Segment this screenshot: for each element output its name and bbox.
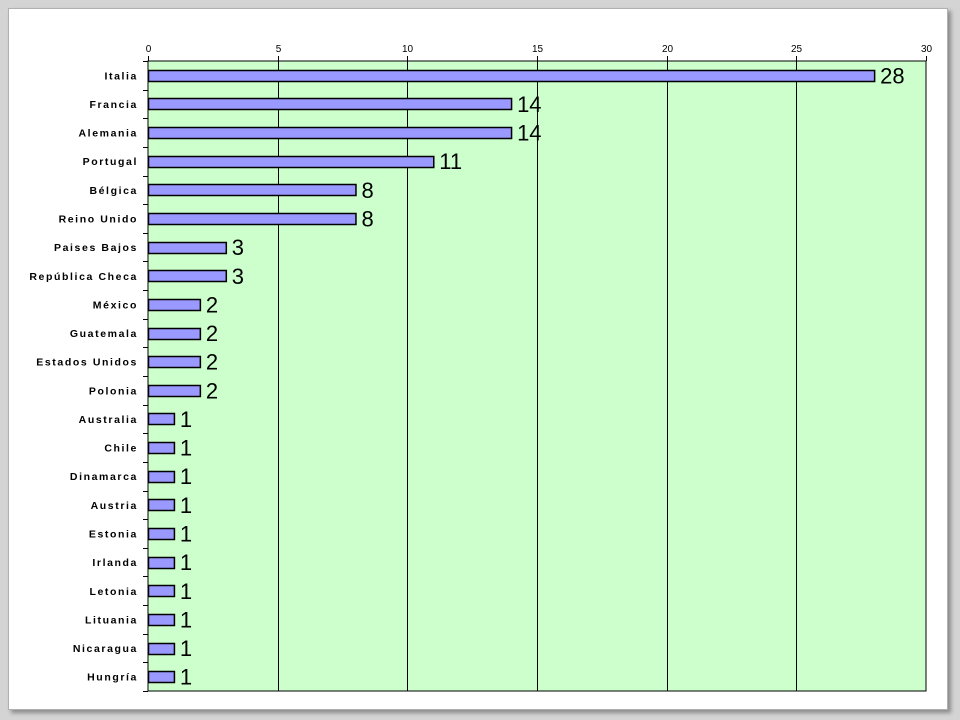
data-label: 1 [180, 665, 192, 690]
x-axis-tick-label: 10 [402, 44, 414, 55]
bar [147, 556, 176, 570]
data-label: 3 [232, 264, 244, 289]
bar [147, 97, 513, 111]
bar [147, 642, 176, 656]
bar [147, 155, 435, 169]
bar-chart: 0 5 10 15 20 25 30 Italia Francia Alemania Portug… [29, 44, 932, 692]
x-axis-tick-label: 5 [276, 44, 282, 55]
bars-group [147, 69, 876, 684]
bar [147, 183, 357, 197]
data-label: 1 [180, 407, 192, 432]
category-label: Francia [89, 99, 138, 111]
category-label: Alemania [79, 128, 139, 140]
x-axis-tick-label: 30 [921, 44, 933, 55]
data-label: 1 [180, 550, 192, 575]
data-label: 14 [517, 121, 541, 146]
data-label: 1 [180, 636, 192, 661]
data-label: 2 [206, 350, 218, 375]
bar [147, 69, 876, 83]
category-label: Letonia [89, 586, 138, 598]
category-label: Paises Bajos [54, 242, 138, 254]
data-label: 2 [206, 378, 218, 403]
bar [147, 441, 176, 455]
x-axis-tick-label: 15 [532, 44, 544, 55]
data-label: 1 [180, 436, 192, 461]
x-axis-ticks-group: 0 5 10 15 20 25 30 [143, 44, 932, 692]
data-label: 1 [180, 522, 192, 547]
bar [147, 613, 176, 627]
x-axis-tick-label: 0 [146, 44, 152, 55]
bar [147, 584, 176, 598]
bar [147, 470, 176, 484]
category-label: Chile [104, 443, 138, 455]
bar [147, 412, 176, 426]
category-label: Portugal [83, 156, 138, 168]
data-label: 8 [361, 178, 373, 203]
chart-frame: 0 5 10 15 20 25 30 Italia Francia Alemania Portug… [8, 8, 948, 710]
category-label: República Checa [29, 271, 138, 283]
category-label: Irlanda [92, 557, 138, 569]
data-label: 1 [180, 493, 192, 518]
category-label: Italia [104, 70, 138, 82]
data-label: 1 [180, 579, 192, 604]
category-label: Dinamarca [70, 471, 138, 483]
category-label: Reino Unido [59, 214, 138, 226]
category-label: Estados Unidos [36, 357, 138, 369]
data-label: 2 [206, 321, 218, 346]
category-label: Estonia [89, 529, 138, 541]
bar [147, 527, 176, 541]
category-labels-group: Italia Francia Alemania Portugal Bélgica Rein… [29, 70, 139, 684]
bar [147, 384, 202, 398]
category-label: Guatemala [70, 328, 138, 340]
data-label: 1 [180, 464, 192, 489]
bar [147, 670, 176, 684]
bar [147, 126, 513, 140]
data-label: 28 [880, 63, 904, 88]
data-label: 14 [517, 92, 541, 117]
bar [147, 298, 202, 312]
data-label: 3 [232, 235, 244, 260]
bar [147, 327, 202, 341]
bar [147, 498, 176, 512]
category-label: México [93, 299, 138, 311]
category-label: Hungría [87, 672, 138, 684]
category-label: Polonia [89, 385, 138, 397]
category-label: Austria [91, 500, 138, 512]
bar [147, 269, 228, 283]
bar [147, 355, 202, 369]
data-label: 2 [206, 292, 218, 317]
x-axis-tick-label: 25 [791, 44, 803, 55]
category-label: Nicaragua [73, 643, 138, 655]
data-label: 1 [180, 607, 192, 632]
category-label: Bélgica [89, 185, 138, 197]
data-label: 11 [439, 149, 462, 174]
category-label: Australia [79, 414, 138, 426]
bar [147, 212, 357, 226]
x-axis-tick-label: 20 [662, 44, 674, 55]
bar [147, 241, 228, 255]
category-label: Lituania [85, 614, 138, 626]
data-label: 8 [361, 207, 373, 232]
